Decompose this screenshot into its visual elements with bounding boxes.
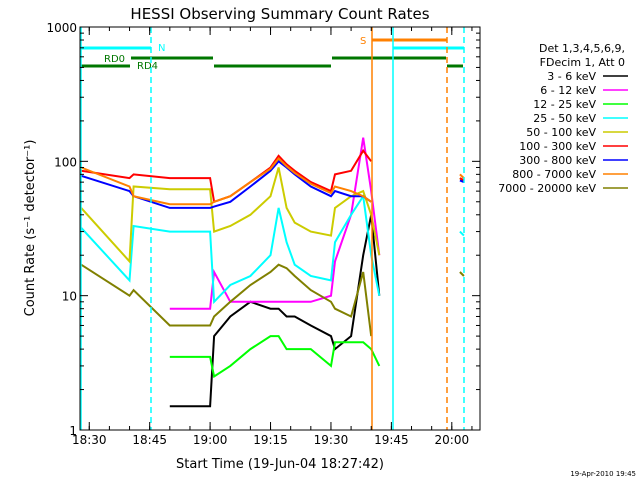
footer-timestamp: 19-Apr-2010 19:45 [570, 470, 636, 478]
chart-title: HESSI Observing Summary Count Rates [130, 5, 429, 23]
series-layer [80, 137, 465, 408]
series-line-3 [80, 193, 465, 305]
legend-label-8: 7000 - 20000 keV [498, 182, 596, 195]
x-tick-label-1: 18:45 [132, 433, 167, 447]
legend-label-6: 300 - 800 keV [519, 154, 596, 167]
tick-layer: 18:30 18:45 19:00 19:15 19:30 19:45 20:00 1 10 10… [46, 21, 480, 447]
x-tick-label-4: 19:30 [314, 433, 349, 447]
legend-label-7: 800 - 7000 keV [512, 168, 596, 181]
marker-label-n: N [158, 43, 165, 54]
y-tick-label-1: 10 [62, 290, 77, 304]
series-line-1 [169, 137, 381, 310]
x-axis-label: Start Time (19-Jun-04 18:27:42) [176, 457, 384, 472]
legend-label-3: 25 - 50 keV [533, 112, 596, 125]
legend-label-0: 3 - 6 keV [547, 70, 596, 83]
marker-label-s: S [360, 36, 366, 47]
legend-label-2: 12 - 25 keV [533, 98, 596, 111]
y-tick-label-2: 100 [54, 155, 77, 169]
x-tick-label-5: 19:45 [374, 433, 409, 447]
plot-frame [79, 26, 481, 431]
series-line-7 [80, 157, 465, 206]
x-tick-label-6: 20:00 [435, 433, 470, 447]
legend-label-1: 6 - 12 keV [540, 84, 596, 97]
legend-header-1: Det 1,3,4,5,6,9, [539, 42, 625, 55]
x-tick-label-0: 18:30 [72, 433, 107, 447]
marker-label-rd0: RD0 [104, 54, 125, 65]
x-tick-label-2: 19:00 [193, 433, 228, 447]
x-tick-label-3: 19:15 [253, 433, 288, 447]
series-line-6 [80, 159, 465, 209]
y-tick-label-3: 1000 [46, 21, 77, 35]
legend-label-4: 50 - 100 keV [526, 126, 596, 139]
series-line-8 [80, 263, 465, 337]
series-line-2 [169, 335, 381, 379]
y-axis-label: Count Rate (s⁻¹ detector⁻¹) [23, 140, 38, 317]
marker-label-rd4: RD4 [137, 61, 158, 72]
y-tick-label-0: 1 [69, 424, 77, 438]
legend: Det 1,3,4,5,6,9, FDecim 1, Att 0 3 - 6 k… [498, 42, 628, 195]
legend-header-2: FDecim 1, Att 0 [540, 56, 625, 69]
legend-label-5: 100 - 300 keV [519, 140, 596, 153]
annotation-layer: N RD0 RD4 S [80, 27, 465, 430]
series-line-5 [81, 148, 465, 204]
